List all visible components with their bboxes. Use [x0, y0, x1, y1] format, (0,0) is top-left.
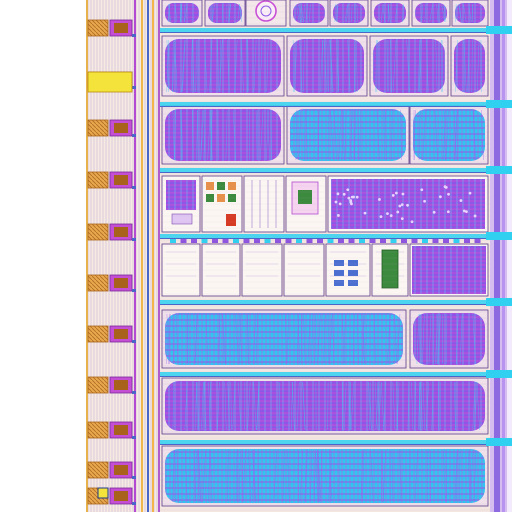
white-cell: [409, 243, 489, 297]
white-cell: [241, 243, 283, 297]
macro-cell-top: [370, 0, 410, 27]
right-power-strap: [490, 0, 512, 512]
logic-block: [369, 35, 449, 97]
bus-bar: [160, 372, 490, 377]
mixed-cell: [201, 175, 243, 233]
white-cell: [201, 243, 241, 297]
io-pad: [87, 325, 136, 343]
io-pad: [87, 421, 136, 439]
routed-region: [161, 309, 407, 369]
strap-connector: [486, 100, 512, 108]
bus-bar: [160, 440, 490, 445]
io-pad: [87, 461, 136, 479]
logic-block: [286, 35, 368, 97]
mixed-cell: [285, 175, 327, 233]
mixed-cell: [327, 175, 489, 233]
logic-block: [161, 35, 285, 97]
logic-block: [450, 35, 489, 97]
macro-cell-top: [289, 0, 329, 27]
logic-block: [409, 105, 489, 165]
bus-bar: [160, 102, 490, 107]
io-corner-cell: [97, 487, 109, 499]
white-cell: [371, 243, 409, 297]
logic-block: [286, 105, 410, 165]
horizontal-buses: [160, 26, 512, 446]
strap-connector: [486, 370, 512, 378]
io-pad: [87, 171, 136, 189]
macro-cell-top: [451, 0, 489, 27]
core-grid: [160, 0, 490, 511]
logic-block: [161, 105, 285, 165]
macro-cell-top: [411, 0, 451, 27]
strap-connector: [486, 438, 512, 446]
bus-bar: [160, 28, 490, 33]
io-pad: [87, 223, 136, 241]
white-cell: [161, 243, 201, 297]
mixed-cell: [161, 175, 201, 233]
io-pad-group: [87, 19, 136, 505]
connector-strip: [170, 238, 481, 243]
routed-region-bottom: [161, 445, 489, 507]
block-rows: [160, 0, 490, 511]
io-pad: [87, 274, 136, 292]
io-pad: [87, 119, 136, 137]
io-pad: [87, 487, 136, 505]
strap-connector: [486, 26, 512, 34]
left-margin: [0, 0, 86, 512]
bus-bar: [160, 234, 490, 239]
io-pad: [87, 19, 136, 37]
macro-cell-top: [204, 0, 246, 27]
io-pad-yellow: [87, 71, 133, 93]
bus-bar: [160, 300, 490, 305]
routed-region-large: [161, 377, 489, 435]
io-column: [86, 0, 136, 512]
macro-cell-top: [161, 0, 203, 27]
strap-connector: [486, 232, 512, 240]
macro-cell-top: [329, 0, 369, 27]
white-cell: [325, 243, 371, 297]
top-round-macro: [245, 0, 287, 27]
strap-connector: [486, 298, 512, 306]
mixed-cell: [243, 175, 285, 233]
white-cell: [283, 243, 325, 297]
routed-region: [409, 309, 489, 369]
strap-connector: [486, 166, 512, 174]
vertical-straps: [136, 0, 160, 512]
io-pad: [87, 376, 136, 394]
bus-bar: [160, 168, 490, 173]
